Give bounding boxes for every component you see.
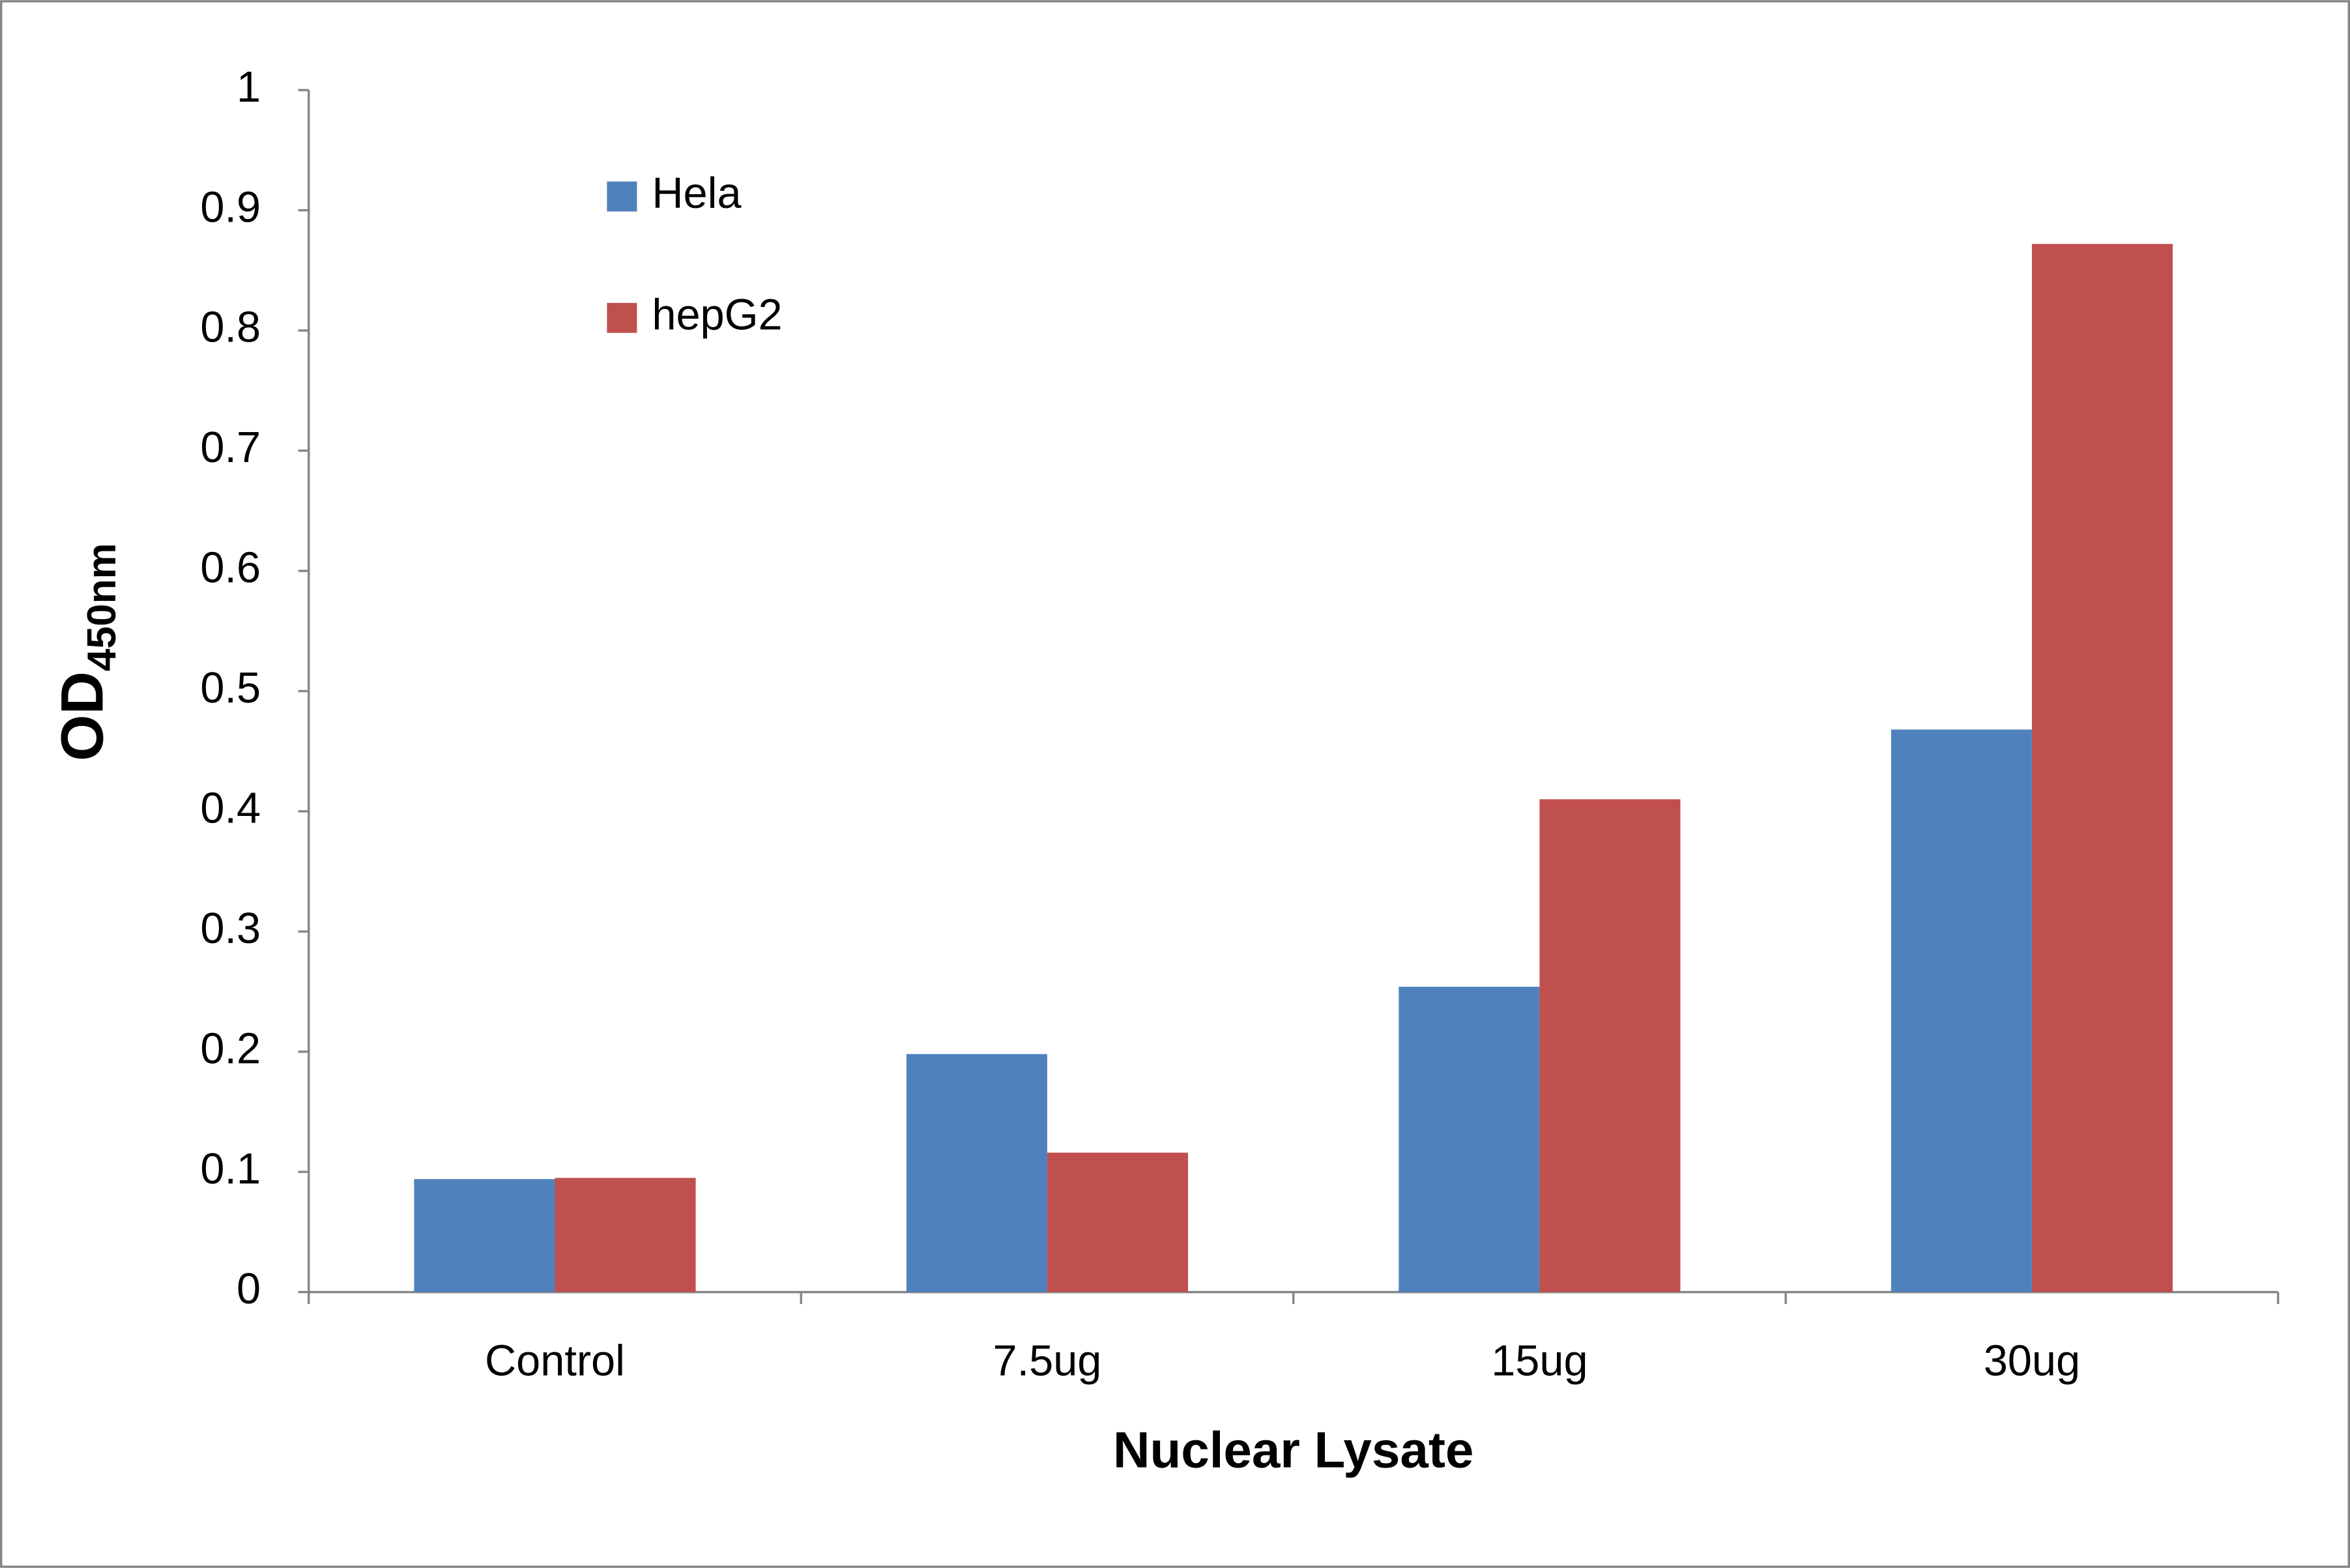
- bar: [906, 1054, 1047, 1292]
- y-tick-label: 1: [237, 63, 261, 111]
- legend-label: hepG2: [652, 291, 782, 339]
- x-tick-label: 15ug: [1491, 1337, 1588, 1386]
- y-axis-title-subscript: 450nm: [80, 543, 124, 671]
- y-tick-label: 0.1: [200, 1145, 261, 1193]
- y-tick-label: 0.6: [200, 544, 261, 592]
- y-tick-label: 0.4: [200, 784, 261, 832]
- bar: [414, 1179, 555, 1292]
- bar: [2031, 244, 2173, 1292]
- y-axis-title: OD450nm: [50, 543, 125, 761]
- x-tick-label: 30ug: [1984, 1337, 2080, 1386]
- bar: [555, 1178, 696, 1292]
- y-tick-label: 0.8: [200, 304, 261, 352]
- y-tick-label: 0.7: [200, 424, 261, 472]
- legend-swatch: [607, 302, 637, 333]
- y-tick-label: 0.3: [200, 905, 261, 953]
- y-tick-label: 0.2: [200, 1024, 261, 1073]
- legend-swatch: [607, 181, 637, 212]
- y-axis-title-main: OD: [50, 671, 116, 761]
- y-tick-label: 0.9: [200, 183, 261, 231]
- bar: [1047, 1152, 1189, 1292]
- y-tick-label: 0: [237, 1265, 261, 1313]
- bar: [1539, 799, 1681, 1292]
- x-tick-label: Control: [485, 1337, 625, 1386]
- bar: [1891, 729, 2032, 1292]
- y-tick-label: 0.5: [200, 664, 261, 712]
- legend-label: Hela: [652, 169, 742, 218]
- x-axis-title: Nuclear Lysate: [1113, 1421, 1473, 1479]
- bar: [1399, 987, 1540, 1292]
- x-tick-label: 7.5ug: [993, 1337, 1102, 1386]
